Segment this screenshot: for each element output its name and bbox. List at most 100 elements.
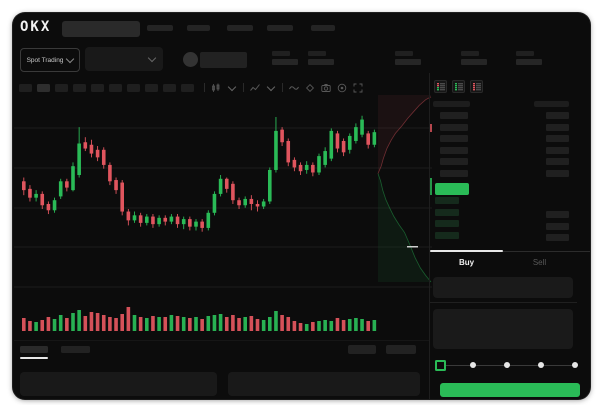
bid-price-row[interactable] xyxy=(435,208,459,216)
stat-value xyxy=(516,59,542,65)
slider-stop-0%[interactable] xyxy=(435,360,446,371)
interval-button-2[interactable] xyxy=(37,84,50,92)
interval-button-10[interactable] xyxy=(181,84,194,92)
bid-amount-row xyxy=(546,222,569,230)
bid-price-row[interactable] xyxy=(435,197,459,204)
active-tab-underline xyxy=(20,357,48,359)
stat-label xyxy=(516,51,534,56)
interval-button-3[interactable] xyxy=(55,84,68,92)
active-tab-indicator xyxy=(430,250,503,252)
ask-amount-row xyxy=(546,146,569,154)
chart-tools xyxy=(204,81,363,94)
form-divider xyxy=(430,302,577,303)
interval-button-1[interactable] xyxy=(19,84,32,92)
orderbook-view-toggles xyxy=(434,80,483,93)
price-chart[interactable] xyxy=(14,95,432,335)
ask-price-row[interactable] xyxy=(440,169,468,177)
chevron-down-icon xyxy=(66,54,75,64)
fullscreen-icon[interactable] xyxy=(353,83,363,93)
orders-filter-2[interactable] xyxy=(386,345,416,354)
toolbar-divider xyxy=(243,83,244,92)
stat-value xyxy=(308,59,334,65)
camera-icon[interactable] xyxy=(321,83,331,93)
line-tool-icon[interactable] xyxy=(289,83,299,93)
ask-amount-row xyxy=(546,112,569,119)
bid-amount-row xyxy=(546,211,569,218)
book-combined-icon[interactable] xyxy=(434,80,447,93)
stat-label xyxy=(272,51,290,56)
orderbook-asks-prices[interactable] xyxy=(440,112,468,177)
stat-label xyxy=(395,51,413,56)
orders-tab-2[interactable] xyxy=(61,346,90,353)
ask-amount-row xyxy=(546,158,569,165)
ask-price-row[interactable] xyxy=(440,123,468,131)
ask-price-row[interactable] xyxy=(440,135,468,142)
nav-item-3[interactable] xyxy=(227,25,253,31)
tab-sell[interactable]: Sell xyxy=(532,257,547,267)
interval-button-9[interactable] xyxy=(163,84,176,92)
stat-value xyxy=(395,59,421,65)
interval-button-4[interactable] xyxy=(73,84,86,92)
draw-tool-icon[interactable] xyxy=(305,83,315,93)
candle-style-icon[interactable] xyxy=(211,83,221,93)
bid-price-row[interactable] xyxy=(435,231,459,239)
toolbar-divider xyxy=(204,83,205,92)
interval-button-7[interactable] xyxy=(127,84,140,92)
orderbook-bids-amounts xyxy=(546,211,569,241)
pair-selector-dropdown[interactable] xyxy=(85,47,163,71)
bottom-divider xyxy=(14,340,429,341)
book-asks-icon[interactable] xyxy=(470,80,483,93)
tab-buy[interactable]: Buy xyxy=(458,257,475,267)
order-price-field[interactable] xyxy=(433,277,573,298)
orders-tab-active[interactable] xyxy=(20,346,48,353)
orderbook-price-header xyxy=(433,101,470,107)
slider-stop-25%[interactable] xyxy=(470,362,476,368)
okx-logo[interactable]: OKX xyxy=(20,19,52,35)
panel-divider xyxy=(429,73,430,399)
stat-label xyxy=(308,51,326,56)
orderbook-amount-header xyxy=(534,101,569,107)
chevron-down-icon[interactable] xyxy=(227,82,237,93)
chevron-down-icon xyxy=(227,82,237,91)
buy-submit-button[interactable] xyxy=(440,383,580,397)
slider-stop-100%[interactable] xyxy=(572,362,578,368)
stat-value xyxy=(272,59,298,65)
stat-label xyxy=(461,51,479,56)
ask-price-row[interactable] xyxy=(440,112,468,119)
chevron-down-icon[interactable] xyxy=(266,82,276,93)
ticker-stat-1 xyxy=(272,51,302,79)
trading-app-window: OKX Spot Trading Buy Sell xyxy=(13,13,590,399)
ask-price-row[interactable] xyxy=(440,158,468,165)
orderbook-bids-prices[interactable] xyxy=(435,197,459,239)
interval-button-8[interactable] xyxy=(145,84,158,92)
ask-amount-row xyxy=(546,169,569,177)
ticker-stat-3 xyxy=(395,51,425,79)
ticker-stat-2 xyxy=(308,51,338,79)
ticker-stat-4 xyxy=(461,51,491,79)
ticker-stat-5 xyxy=(516,51,546,79)
trading-mode-dropdown[interactable]: Spot Trading xyxy=(20,48,80,72)
interval-button-5[interactable] xyxy=(91,84,104,92)
stat-value xyxy=(461,59,487,65)
toolbar-divider xyxy=(282,83,283,92)
orders-filter-1[interactable] xyxy=(348,345,376,354)
book-bids-icon[interactable] xyxy=(452,80,465,93)
indicators-icon[interactable] xyxy=(250,83,260,93)
settings-icon[interactable] xyxy=(337,83,347,93)
interval-button-6[interactable] xyxy=(109,84,122,92)
order-amount-field[interactable] xyxy=(433,309,573,349)
orderbook-last-price[interactable] xyxy=(435,183,469,195)
orders-table-panel-2 xyxy=(228,372,420,396)
orderbook-asks-amounts xyxy=(546,112,569,177)
trade-tabbar-divider xyxy=(430,251,590,252)
slider-stop-50%[interactable] xyxy=(504,362,510,368)
nav-item-1[interactable] xyxy=(147,25,173,31)
ask-price-row[interactable] xyxy=(440,146,468,154)
bid-price-row[interactable] xyxy=(435,220,459,227)
nav-item-4[interactable] xyxy=(267,25,293,31)
slider-stop-75%[interactable] xyxy=(538,362,544,368)
coin-icon xyxy=(183,52,198,67)
nav-item-5[interactable] xyxy=(311,25,335,31)
search-input[interactable] xyxy=(62,21,140,37)
nav-item-2[interactable] xyxy=(187,25,210,31)
